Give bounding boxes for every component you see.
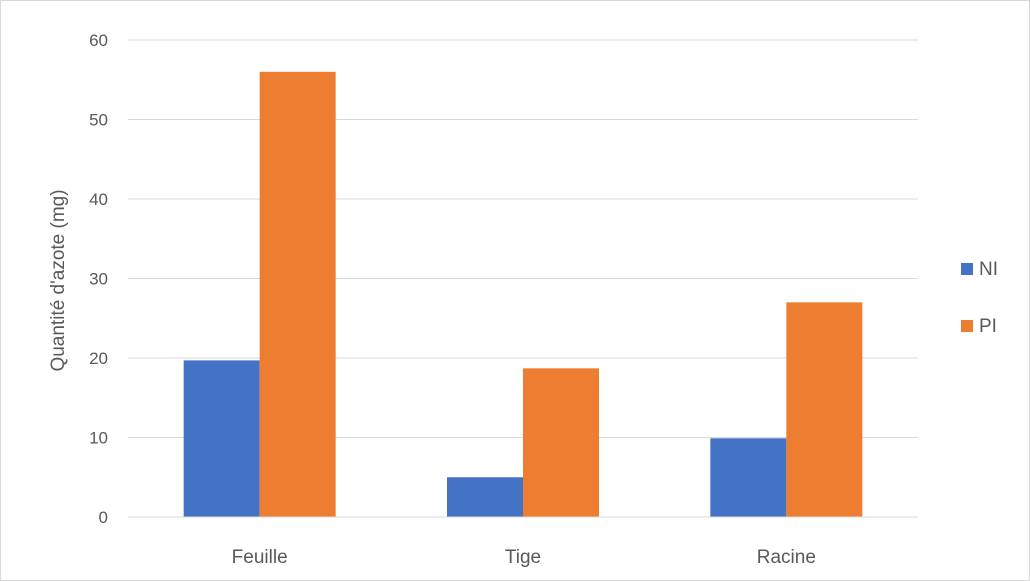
y-tick-label: 30 [89, 270, 108, 289]
bars [183, 71, 863, 518]
bar-pi-feuille [259, 71, 336, 518]
y-tick-label: 10 [89, 429, 108, 448]
bar-ni-tige [447, 477, 523, 517]
y-tick-label: 50 [89, 111, 108, 130]
y-tick-label: 20 [89, 349, 108, 368]
bar-pi-tige [523, 368, 599, 517]
legend-label: NI [979, 259, 998, 280]
bar-ni-feuille [183, 360, 260, 517]
bar-pi-racine [786, 302, 863, 517]
legend-label: PI [979, 316, 997, 337]
y-axis-ticks: 0 10 20 30 40 50 60 [89, 31, 108, 527]
x-axis-ticks: Feuille Tige Racine [232, 547, 816, 568]
legend: NI PI [961, 259, 998, 337]
legend-swatch [961, 320, 973, 332]
y-tick-label: 60 [89, 31, 108, 50]
bar-ni-racine [710, 438, 787, 517]
legend-item-pi: PI [961, 316, 997, 337]
x-tick-label: Feuille [232, 547, 288, 568]
legend-item-ni: NI [961, 259, 998, 280]
y-axis-title: Quantité d'azote (mg) [48, 189, 69, 371]
legend-swatch [961, 263, 973, 275]
y-tick-label: 40 [89, 190, 108, 209]
y-tick-label: 0 [99, 508, 108, 527]
x-tick-label: Tige [505, 547, 541, 568]
x-tick-label: Racine [757, 547, 816, 568]
